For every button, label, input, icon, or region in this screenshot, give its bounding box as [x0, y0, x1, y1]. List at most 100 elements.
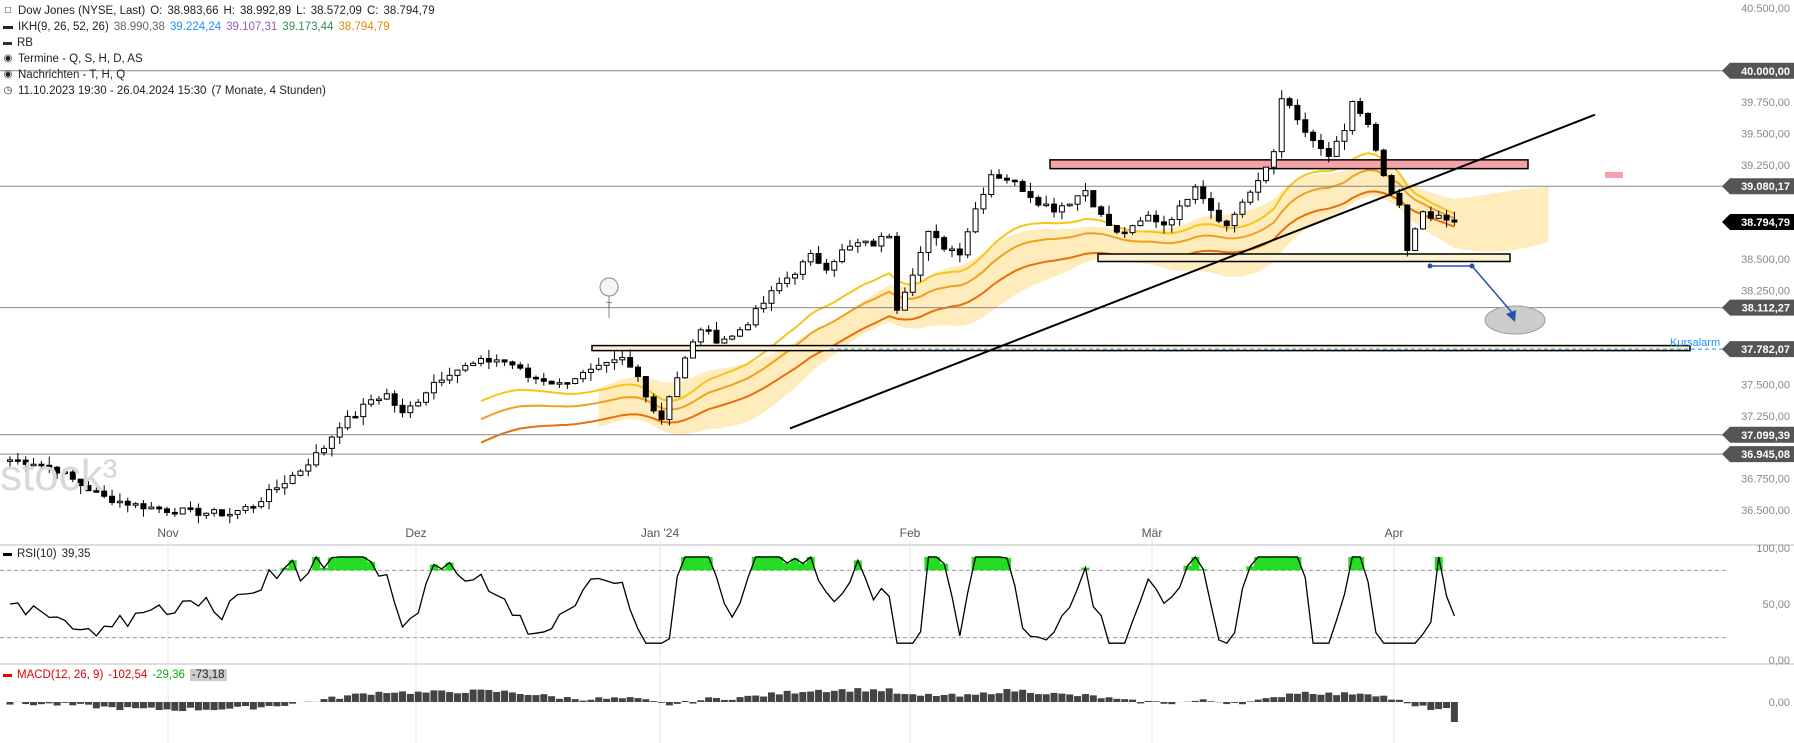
- rb-line-icon: [3, 41, 12, 45]
- macd-tick: 0,00: [1769, 697, 1790, 709]
- candle-body: [485, 357, 492, 363]
- macd-histogram-bar: [556, 698, 563, 702]
- candle-body: [289, 474, 296, 485]
- rsi-label: RSI(10): [17, 548, 57, 560]
- legend-nachrichten-row[interactable]: ◉ Nachrichten - T, H, Q: [3, 67, 435, 83]
- rsi-legend[interactable]: RSI(10) 39,35: [3, 548, 90, 560]
- macd-histogram-bar: [964, 694, 972, 702]
- macd-histogram-bar: [1097, 698, 1105, 702]
- candle-body: [1223, 220, 1230, 227]
- candle-body: [705, 329, 712, 332]
- macd-histogram-bar: [234, 702, 242, 707]
- candle-body: [587, 368, 594, 373]
- macd-histogram-bar: [1356, 693, 1364, 702]
- legend-ikh-row[interactable]: ▬ IKH(9, 26, 52, 26) 38.990,38 39.224,24 3…: [3, 19, 435, 35]
- macd-histogram-bar: [665, 702, 673, 706]
- rsi-overbought-fill: [429, 564, 438, 571]
- macd-histogram-bar: [289, 702, 297, 704]
- candle-body: [846, 245, 853, 251]
- macd-histogram-bar: [1262, 698, 1270, 702]
- candle-body: [14, 459, 21, 462]
- candle-body: [540, 378, 547, 382]
- candle-body: [611, 359, 618, 363]
- candle-body: [470, 362, 477, 367]
- macd-histogram-bar: [1443, 702, 1451, 709]
- macd-histogram-bar: [1152, 701, 1160, 702]
- macd-histogram-bar: [399, 691, 406, 702]
- candle-body: [964, 231, 971, 256]
- rsi-overbought-fill: [1269, 556, 1278, 571]
- candle-body: [1043, 203, 1050, 207]
- legend-title-row: □ Dow Jones (NYSE, Last) O: 38.983,66 H: 3…: [3, 3, 435, 19]
- legend-range-row: ◷ 11.10.2023 19:30 - 26.04.2024 15:30 (7…: [3, 83, 435, 99]
- candle-body: [1270, 151, 1277, 168]
- time-axis-label: Nov: [157, 526, 178, 540]
- macd-histogram-bar: [705, 697, 713, 702]
- ma-line-3: [480, 190, 1455, 444]
- macd-histogram-bar: [1231, 702, 1239, 703]
- macd-histogram-bar: [328, 696, 336, 702]
- macd-histogram-bar: [1301, 691, 1309, 702]
- rsi-overbought-fill: [359, 556, 368, 571]
- candle-body: [933, 230, 940, 239]
- macd-histogram-bar: [344, 695, 352, 702]
- rsi-overbought-fill: [335, 556, 344, 571]
- price-label: 38.794,79: [1741, 217, 1790, 229]
- candle-body: [203, 512, 210, 516]
- candle-body: [580, 371, 587, 380]
- candle-body: [1153, 214, 1160, 223]
- nachrichten-label: Nachrichten - T, H, Q: [18, 69, 126, 81]
- macd-histogram-bar: [477, 689, 485, 702]
- time-axis-label: Feb: [900, 526, 921, 540]
- macd-histogram-bar: [595, 697, 603, 702]
- macd-histogram-bar: [846, 691, 854, 702]
- candle-body: [1106, 213, 1112, 226]
- rsi-tick: 0,00: [1769, 655, 1790, 667]
- candle-body: [336, 427, 343, 438]
- legend-termine-row[interactable]: ◉ Termine - Q, S, H, D, AS: [3, 51, 435, 67]
- candle-body: [7, 459, 13, 462]
- macd-histogram-bar: [147, 702, 155, 708]
- macd-histogram-bar: [508, 692, 516, 702]
- trendline: [789, 113, 1596, 430]
- macd-histogram-bar: [524, 694, 532, 702]
- candle-body: [328, 436, 335, 449]
- candle-body: [454, 369, 461, 376]
- candle-body: [768, 290, 775, 304]
- macd-legend[interactable]: MACD(12, 26, 9) -102,54 -29,36 -73,18: [3, 669, 227, 681]
- kursalarm-label: Kursalarm: [1670, 337, 1720, 349]
- cloud-bear-segment: [1605, 172, 1623, 178]
- macd-histogram-bar: [767, 692, 775, 702]
- macd-histogram-bar: [1348, 694, 1356, 702]
- price-label-bg: [1722, 62, 1794, 79]
- candle-body: [988, 174, 995, 196]
- high-value: 38.992,89: [240, 5, 292, 17]
- candle-body: [61, 471, 68, 475]
- macd-histogram-bar: [540, 694, 548, 702]
- macd-histogram-bar: [6, 702, 14, 705]
- candle-body: [996, 174, 1003, 179]
- rsi-overbought-fill: [767, 556, 776, 571]
- candle-body: [1160, 221, 1167, 226]
- price-tick: 39.750,00: [1741, 97, 1790, 109]
- legend-rb-row[interactable]: RB: [3, 35, 435, 51]
- macd-histogram-bar: [414, 691, 422, 702]
- price-tick: 37.250,00: [1741, 411, 1790, 423]
- candle-body: [721, 338, 728, 344]
- candle-body: [1380, 149, 1387, 177]
- rsi-overbought-fill: [775, 556, 784, 571]
- open-label: O:: [150, 5, 163, 17]
- candle-body: [627, 357, 634, 368]
- macd-histogram-bar: [571, 699, 579, 702]
- rsi-line: [9, 555, 1456, 644]
- candle-body: [744, 324, 751, 331]
- high-label: H:: [223, 5, 236, 17]
- macd-histogram-bar: [37, 702, 45, 705]
- candle-body: [211, 509, 218, 514]
- rsi-overbought-fill: [1285, 556, 1294, 571]
- candle-body: [1200, 186, 1207, 200]
- macd-histogram-bar: [139, 702, 147, 709]
- low-label: L:: [296, 5, 306, 17]
- candle-body: [666, 396, 673, 420]
